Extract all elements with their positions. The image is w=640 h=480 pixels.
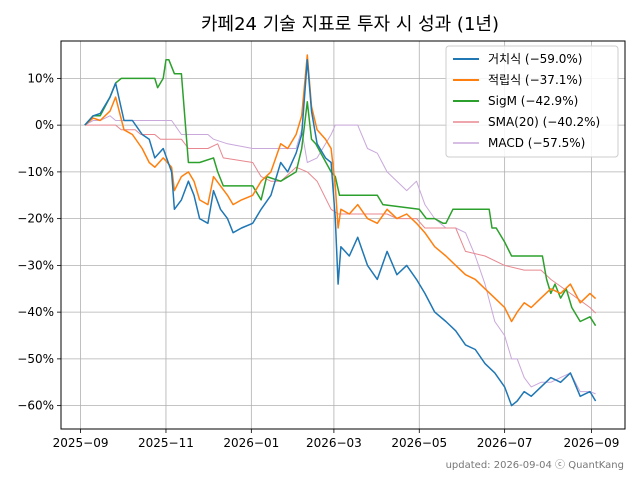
legend-entry: 거치식 (−59.0%): [488, 52, 582, 66]
y-tick-label: −40%: [17, 305, 54, 319]
x-tick-label: 2025−11: [138, 436, 194, 450]
x-tick-label: 2026−07: [477, 436, 533, 450]
series-lines: [84, 54, 597, 407]
series-line: [84, 58, 597, 407]
series-line: [84, 124, 596, 314]
legend-entry: 적립식 (−37.1%): [488, 73, 582, 87]
y-tick-label: 10%: [27, 71, 54, 85]
x-tick-label: 2025−09: [53, 436, 109, 450]
legend: 거치식 (−59.0%) 적립식 (−37.1%) SigM (−42.9%) SMA…: [445, 45, 619, 158]
y-tick-label: 0%: [35, 118, 54, 132]
legend-entry: MACD (−57.5%): [488, 136, 585, 150]
x-tick-label: 2026−05: [391, 436, 447, 450]
x-tick-label: 2026−03: [306, 436, 362, 450]
y-tick-label: −50%: [17, 352, 54, 366]
axis-ticks: 10% 0% −10% −20% −30% −40% −50% −60% 2025−09 2025…: [17, 71, 619, 450]
plot-frame: [60, 40, 626, 430]
x-tick-label: 2026−09: [563, 436, 619, 450]
y-tick-label: −10%: [17, 165, 54, 179]
series-line: [84, 58, 597, 327]
y-tick-label: −20%: [17, 212, 54, 226]
series-line: [84, 54, 597, 323]
footer-note: updated: 2026-09-04 ⓒ QuantKang: [446, 459, 624, 471]
legend-box: [445, 45, 619, 158]
legend-entry: SigM (−42.9%): [488, 94, 578, 108]
y-tick-label: −30%: [17, 258, 54, 272]
x-tick-label: 2026−01: [223, 436, 279, 450]
legend-entry: SMA(20) (−40.2%): [488, 115, 600, 129]
chart-title: 카페24 기술 지표로 투자 시 성과 (1년): [201, 14, 499, 35]
y-tick-label: −60%: [17, 399, 54, 413]
series-line: [84, 115, 596, 395]
